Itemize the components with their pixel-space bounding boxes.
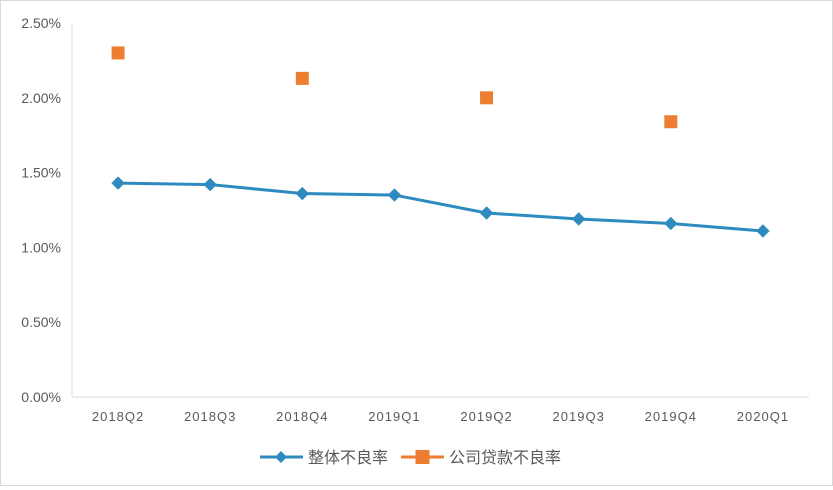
x-tick-label: 2018Q3 (184, 409, 236, 424)
x-tick-label: 2019Q2 (460, 409, 512, 424)
data-point-diamond (203, 177, 217, 192)
y-tick-label: 0.50% (21, 314, 61, 330)
y-tick-label: 0.00% (21, 389, 61, 405)
axes (71, 23, 809, 398)
data-point-diamond (756, 224, 770, 238)
data-point-square (295, 71, 309, 85)
data-point-diamond (387, 188, 402, 202)
x-tick-label: 2020Q1 (737, 409, 789, 424)
x-tick-label: 2018Q4 (276, 409, 328, 424)
data-point-diamond (571, 212, 586, 226)
data-point-square (111, 46, 125, 60)
legend-label: 公司贷款不良率 (449, 449, 561, 467)
x-tick-label: 2019Q3 (553, 409, 605, 424)
y-tick-label: 2.00% (21, 90, 61, 106)
series-line (118, 181, 764, 233)
data-point-diamond (111, 176, 125, 190)
y-tick-label: 2.50% (21, 15, 61, 31)
legend-swatch-diamond (275, 451, 287, 463)
data-point-square (480, 91, 494, 105)
series-2 (111, 46, 678, 129)
series-1 (111, 176, 770, 238)
x-tick-label: 2019Q1 (368, 409, 420, 424)
y-tick-label: 1.50% (21, 165, 61, 181)
y-tick-labels: 0.00% 0.50% 1.00% 1.50% 2.00% 2.50% (21, 15, 61, 405)
y-tick-label: 1.00% (21, 239, 61, 255)
x-tick-label: 2018Q2 (92, 409, 144, 424)
data-point-diamond (479, 206, 494, 220)
legend-swatch-square (415, 450, 430, 464)
legend-label: 整体不良率 (308, 449, 388, 467)
x-tick-label: 2019Q4 (645, 409, 697, 424)
data-point-diamond (664, 216, 678, 231)
series-group (111, 46, 770, 238)
data-point-diamond (295, 186, 310, 201)
data-point-square (664, 115, 678, 129)
legend: 整体不良率 公司贷款不良率 (260, 449, 561, 467)
x-tick-labels: 2018Q2 2018Q3 2018Q4 2019Q1 2019Q2 2019Q3 2019… (92, 409, 789, 424)
